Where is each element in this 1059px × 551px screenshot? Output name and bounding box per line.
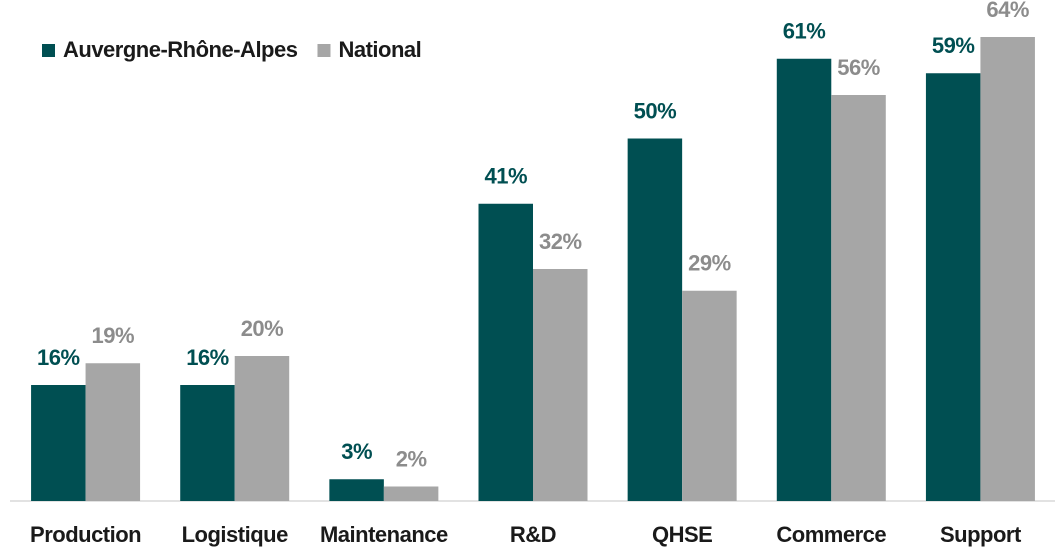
x-tick-label: Commerce xyxy=(776,522,886,547)
data-label: 59% xyxy=(932,33,975,58)
data-label: 32% xyxy=(539,229,582,254)
data-label: 41% xyxy=(484,164,527,189)
data-label: 19% xyxy=(92,323,135,348)
legend-swatch xyxy=(317,44,331,57)
bar xyxy=(180,385,235,501)
data-label: 29% xyxy=(688,251,731,276)
legend-label: Auvergne-Rhône-Alpes xyxy=(63,37,298,62)
x-tick-label: QHSE xyxy=(652,522,712,547)
bar xyxy=(776,58,832,501)
bar xyxy=(925,73,981,501)
bar xyxy=(383,486,439,501)
data-label: 56% xyxy=(837,55,880,80)
legend-label: National xyxy=(338,37,421,62)
data-label: 2% xyxy=(396,446,427,471)
bar xyxy=(329,479,384,501)
bar xyxy=(31,385,86,501)
bar xyxy=(533,269,588,501)
x-tick-label: R&D xyxy=(510,522,556,547)
data-label: 64% xyxy=(986,0,1029,22)
bar xyxy=(980,37,1035,501)
bar xyxy=(627,138,683,501)
data-label: 50% xyxy=(634,98,677,123)
x-tick-label: Logistique xyxy=(182,522,288,547)
bar xyxy=(85,363,141,501)
data-label: 16% xyxy=(37,345,80,370)
x-tick-label: Production xyxy=(30,522,141,547)
bar xyxy=(682,290,737,501)
x-tick-label: Maintenance xyxy=(320,522,448,547)
x-tick-label: Support xyxy=(940,522,1022,547)
data-label: 3% xyxy=(341,439,372,464)
data-label: 61% xyxy=(783,19,826,44)
data-label: 16% xyxy=(186,345,229,370)
data-label: 20% xyxy=(241,316,284,341)
bar xyxy=(478,203,533,501)
bar xyxy=(831,95,886,501)
bar xyxy=(234,356,290,501)
legend-swatch xyxy=(42,44,55,57)
